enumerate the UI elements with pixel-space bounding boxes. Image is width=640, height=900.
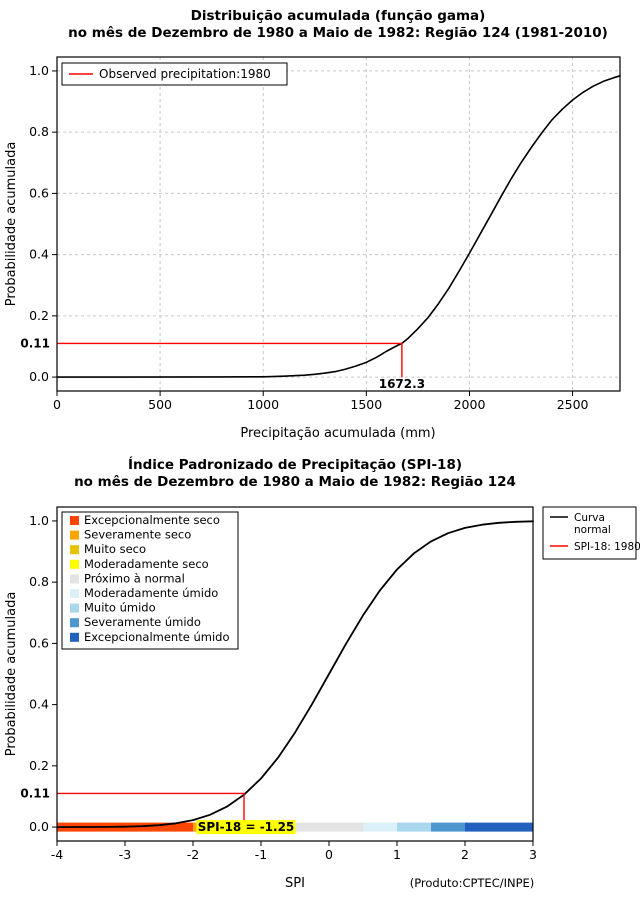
legend-label: Curva (574, 512, 605, 524)
legend-label: Próximo à normal (84, 571, 185, 585)
legend-swatch (70, 530, 79, 540)
x-tick-label: 2000 (454, 397, 486, 412)
category-bar-segment (431, 822, 465, 832)
observed-indicator-line (57, 342, 403, 378)
chart-subtitle: no mês de Dezembro de 1980 a Maio de 198… (74, 474, 516, 490)
y-tick-label: 1.0 (29, 63, 49, 78)
line-legend-box (61, 62, 288, 86)
legend-swatch (70, 545, 79, 555)
credit-text: (Produto:CPTEC/INPE) (410, 876, 535, 890)
plot-box (56, 506, 534, 842)
category-bar-segment (465, 822, 533, 832)
legend-label: Muito seco (84, 542, 146, 556)
legend-label: SPI-18: 1980 (574, 541, 640, 553)
legend-label: Severamente seco (84, 528, 191, 542)
legend-swatch (70, 603, 79, 613)
x-axis-title: Precipitação acumulada (mm) (240, 426, 435, 441)
observed-probability-label: 0.11 (20, 786, 50, 800)
normal-cdf-curve (56, 520, 534, 829)
y-tick-label: 0.0 (29, 369, 49, 384)
y-tick-label: 0.4 (29, 247, 49, 262)
x-tick-label: 500 (148, 397, 172, 412)
x-tick-label: -2 (187, 847, 199, 862)
y-tick-label: 1.0 (29, 513, 49, 528)
legend-swatch (70, 589, 79, 598)
legend-label: Excepcionalmente úmido (84, 630, 229, 644)
x-tick-label: 0 (53, 397, 61, 412)
y-tick-label: 0.2 (29, 758, 49, 773)
gamma-cdf-curve (56, 75, 621, 378)
x-tick-label: 1 (393, 847, 401, 862)
observed-probability-label: 0.11 (20, 336, 50, 350)
x-tick-label: 2 (461, 847, 469, 862)
category-bar-segment (397, 822, 431, 832)
gamma-plot-area: 0.11 1672.3 0 500 1000 1500 2000 2500 0.0 0.2 0.4 0… (20, 56, 621, 412)
legend-swatch (70, 559, 79, 569)
x-tick-label: 0 (325, 847, 333, 862)
legend-label: Moderadamente seco (84, 557, 209, 571)
x-tick-label: 1500 (350, 397, 382, 412)
observed-indicator-line (57, 792, 245, 828)
category-legend-box (61, 511, 239, 650)
legend-swatch (70, 574, 79, 584)
y-tick-label: 0.8 (29, 574, 49, 589)
x-axis-title: SPI (285, 876, 305, 891)
legend-label: Moderadamente úmido (84, 586, 218, 600)
x-tick-label: -3 (119, 847, 131, 862)
category-bar-segment (363, 822, 397, 832)
x-tick-label: 2500 (557, 397, 589, 412)
y-axis-title: Probabilidade acumulada (4, 592, 19, 757)
line-legend-box (542, 506, 637, 560)
legend-label: Severamente úmido (84, 615, 201, 629)
y-tick-label: 0.6 (29, 185, 49, 200)
spi-value-label: SPI-18 = -1.25 (198, 820, 295, 834)
x-tick-label: -1 (255, 847, 267, 862)
y-axis-title: Probabilidade acumulada (4, 142, 19, 307)
y-tick-label: 0.0 (29, 819, 49, 834)
chart-title: Distribuição acumulada (função gama) (191, 8, 486, 24)
spi-plot-area: 0.11 SPI-18 = -1.25 -4 -3 -2 -1 0 1 2 3 0.0 0.2 0.4 0… (20, 506, 640, 862)
y-tick-label: 0.4 (29, 697, 49, 712)
observed-value-label: 1672.3 (379, 377, 425, 391)
y-tick-label: 0.8 (29, 124, 49, 139)
legend-label: Excepcionalmente seco (84, 513, 220, 527)
spi-cdf-chart: Índice Padronizado de Precipitação (SPI-… (4, 456, 640, 891)
legend-swatch (70, 618, 79, 628)
gamma-cdf-chart: Distribuição acumulada (função gama) no … (4, 8, 621, 441)
y-tick-label: 0.2 (29, 308, 49, 323)
x-tick-label: 3 (529, 847, 537, 862)
legend-label: Muito úmido (84, 601, 156, 615)
legend-swatch (70, 516, 79, 525)
y-tick-label: 0.6 (29, 635, 49, 650)
legend-swatch (70, 632, 79, 642)
legend-label: normal (574, 524, 611, 536)
x-tick-label: -4 (51, 847, 64, 862)
spi-value-highlight (196, 820, 296, 835)
category-bar-segment (295, 822, 363, 832)
plot-box (56, 56, 621, 392)
x-tick-label: 1000 (247, 397, 279, 412)
legend-label: Observed precipitation:1980 (99, 67, 271, 81)
chart-title: Índice Padronizado de Precipitação (SPI-… (128, 456, 462, 473)
chart-subtitle: no mês de Dezembro de 1980 a Maio de 198… (68, 25, 608, 41)
